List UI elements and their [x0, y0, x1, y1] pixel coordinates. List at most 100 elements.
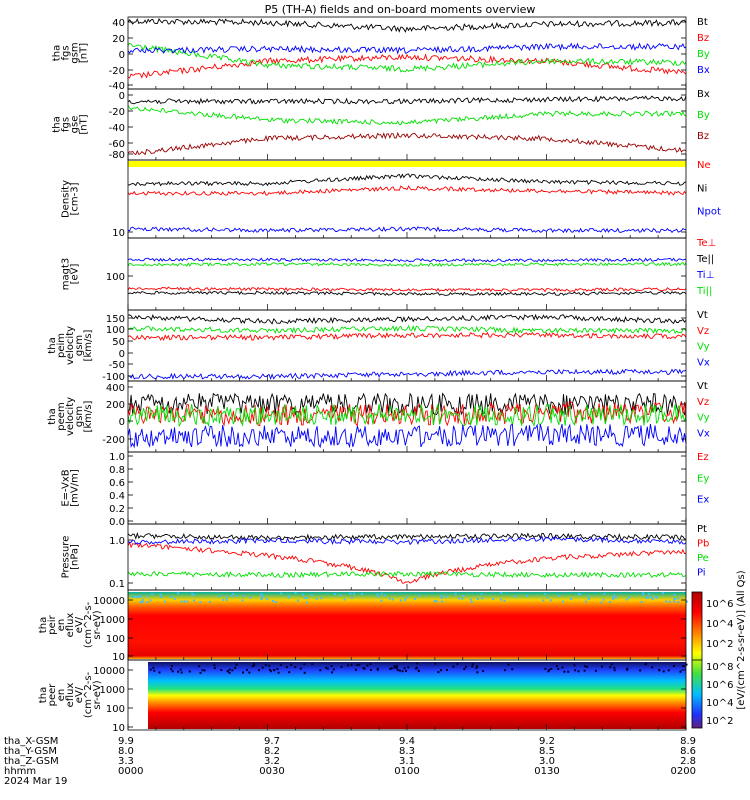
- legend: Bt Bz By Bx: [697, 17, 710, 76]
- spectrogram-speckle: [614, 596, 617, 599]
- spectrogram-speckle: [287, 596, 290, 599]
- legend-entry: Vx: [697, 428, 710, 439]
- spectrogram-speckle: [476, 665, 479, 668]
- spectrogram-speckle: [610, 663, 613, 666]
- spectrogram-speckle: [525, 594, 528, 597]
- y-tick-label: -20: [109, 66, 125, 77]
- spectrogram-speckle: [276, 668, 279, 670]
- spectrogram-speckle: [503, 599, 506, 602]
- spectrogram-speckle: [683, 665, 685, 668]
- spectrogram-speckle: [613, 666, 616, 669]
- spectrogram-speckle: [225, 596, 228, 599]
- spectrogram-speckle: [220, 669, 223, 671]
- legend: Vt Vz Vy Vx: [697, 381, 710, 439]
- legend-entry: Ez: [697, 452, 709, 463]
- spectrogram-speckle: [249, 596, 252, 599]
- spectrogram-speckle: [279, 663, 282, 666]
- spectrogram-speckle: [504, 669, 506, 672]
- x-tick-value-z: 3.3: [118, 756, 134, 767]
- spectrogram-speckle: [170, 668, 173, 671]
- y-axis-label-line: (cm^2-s-: [83, 671, 94, 718]
- series-line-pi: [127, 535, 687, 546]
- series-line-ti: [127, 257, 687, 263]
- spectrogram-speckle: [160, 596, 163, 599]
- spectrogram-speckle: [601, 665, 603, 668]
- legend-entry: Vz: [697, 397, 709, 408]
- spectrogram-speckle: [665, 600, 668, 603]
- spectrogram-speckle: [199, 601, 202, 604]
- spectrogram-speckle: [376, 668, 379, 671]
- legend: Vt Vz Vy Vx: [697, 310, 710, 368]
- spectrogram-speckle: [360, 592, 363, 595]
- x-tick-value-y: 8.2: [264, 746, 280, 757]
- spectrogram-speckle: [299, 667, 302, 670]
- spectrogram-speckle: [647, 593, 650, 595]
- panel-frame: [127, 159, 687, 239]
- spectrogram-speckle: [650, 596, 652, 599]
- y-axis-label-line: gsm: [74, 335, 85, 356]
- spectrogram-speckle: [228, 668, 231, 671]
- y-axis-label-line: [nT]: [79, 114, 90, 134]
- spectrogram-speckle: [332, 668, 335, 671]
- spectrogram-speckle: [285, 666, 288, 669]
- y-axis-label-line: en: [56, 689, 67, 702]
- spectrogram-speckle: [391, 598, 394, 601]
- spectrogram-speckle: [651, 597, 654, 600]
- x-tick-value-x: 9.9: [118, 736, 134, 747]
- legend-entry: Pe: [697, 553, 709, 564]
- spectrogram-speckle: [499, 598, 502, 601]
- spectrogram-speckle: [290, 663, 293, 666]
- spectrogram-speckle: [390, 667, 393, 670]
- spectrogram-speckle: [369, 663, 372, 666]
- spectrogram-speckle: [399, 599, 402, 602]
- spectrogram-speckle: [208, 600, 211, 603]
- spectrogram-speckle: [440, 596, 443, 599]
- spectrogram-speckle: [389, 667, 392, 670]
- spectrogram-speckle: [261, 594, 264, 597]
- spectrogram-speckle: [435, 600, 438, 603]
- y-axis-label-line: [km/s]: [83, 400, 94, 432]
- spectrogram-speckle: [613, 669, 616, 672]
- y-axis-label-line: [nT]: [79, 43, 90, 63]
- spectrogram-speckle: [266, 598, 269, 601]
- spectrogram-speckle: [646, 596, 649, 599]
- x-tick-value-hhmm: 0200: [671, 766, 696, 777]
- spectrogram-speckle: [542, 599, 545, 602]
- spectrogram-speckle: [201, 669, 204, 672]
- y-axis-label-line: en: [56, 619, 67, 632]
- spectrogram-speckle: [511, 668, 514, 671]
- spectrogram-speckle: [441, 600, 443, 603]
- spectrogram-speckle: [380, 599, 383, 602]
- spectrogram-speckle: [654, 595, 657, 598]
- series-line-by: [127, 105, 687, 126]
- spectrogram-speckle: [677, 597, 680, 600]
- y-tick-label: -40: [109, 123, 125, 134]
- legend-entry: Ti||: [696, 286, 712, 297]
- series-line-vx: [127, 423, 687, 449]
- spectrogram-speckle: [570, 598, 573, 600]
- y-axis-label-line: eV/: [74, 616, 85, 633]
- spectrogram-speckle: [311, 663, 314, 666]
- y-axis-label-line: sr-eV): [92, 610, 103, 639]
- y-tick-label: 0: [119, 91, 125, 102]
- spectrogram-speckle: [437, 671, 440, 674]
- y-tick-label: 100: [106, 634, 125, 645]
- spectrogram-speckle: [260, 593, 262, 596]
- spectrogram-image: [128, 592, 686, 659]
- spectrogram-speckle: [241, 599, 244, 602]
- spectrogram-speckle: [199, 671, 202, 674]
- series-line-vy: [127, 324, 687, 335]
- legend-entry: Vy: [697, 413, 710, 424]
- spectrogram-speckle: [461, 597, 464, 600]
- series-line-vz: [127, 331, 687, 341]
- spectrogram-speckle: [445, 595, 448, 598]
- series-line-ne: [127, 185, 687, 196]
- spectrogram-speckle: [656, 596, 659, 599]
- series-line-bt: [127, 17, 687, 33]
- spectrogram-speckle: [334, 593, 336, 596]
- spectrogram-speckle: [667, 669, 670, 672]
